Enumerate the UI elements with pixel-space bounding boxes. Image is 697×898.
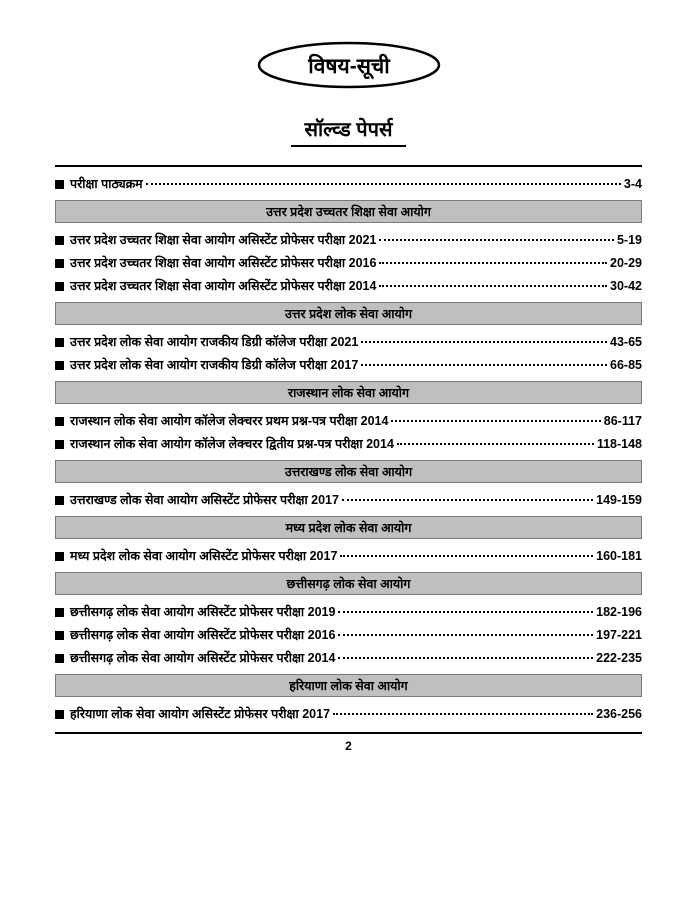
- section-header: मध्य प्रदेश लोक सेवा आयोग: [55, 516, 642, 539]
- toc-entry: राजस्थान लोक सेवा आयोग कॉलेज लेक्चरर प्र…: [55, 412, 642, 429]
- page-range: 182-196: [596, 605, 642, 619]
- toc-entry: परीक्षा पाठ्यक्रम 3-4: [55, 175, 642, 192]
- entry-title: छत्तीसगढ़ लोक सेवा आयोग असिस्टेंट प्रोफे…: [70, 626, 335, 643]
- page-range: 86-117: [604, 414, 642, 428]
- page-range: 20-29: [610, 256, 642, 270]
- entry-title: छत्तीसगढ़ लोक सेवा आयोग असिस्टेंट प्रोफे…: [70, 649, 335, 666]
- square-bullet-icon: [55, 608, 64, 617]
- leader-dots: [333, 713, 593, 715]
- toc-entry: छत्तीसगढ़ लोक सेवा आयोग असिस्टेंट प्रोफे…: [55, 603, 642, 620]
- toc-entry: उत्तर प्रदेश उच्चतर शिक्षा सेवा आयोग असि…: [55, 254, 642, 271]
- square-bullet-icon: [55, 282, 64, 291]
- toc-entry: छत्तीसगढ़ लोक सेवा आयोग असिस्टेंट प्रोफे…: [55, 649, 642, 666]
- page-footer: 2: [55, 732, 642, 753]
- toc-entry: छत्तीसगढ़ लोक सेवा आयोग असिस्टेंट प्रोफे…: [55, 626, 642, 643]
- entry-title: राजस्थान लोक सेवा आयोग कॉलेज लेक्चरर प्र…: [70, 412, 388, 429]
- square-bullet-icon: [55, 496, 64, 505]
- entry-title: उत्तर प्रदेश लोक सेवा आयोग राजकीय डिग्री…: [70, 356, 358, 373]
- page-range: 30-42: [610, 279, 642, 293]
- toc-page: विषय-सूची सॉल्व्ड पेपर्स परीक्षा पाठ्यक्…: [0, 0, 697, 773]
- toc-entry: उत्तर प्रदेश उच्चतर शिक्षा सेवा आयोग असि…: [55, 277, 642, 294]
- square-bullet-icon: [55, 654, 64, 663]
- section-header: उत्तर प्रदेश उच्चतर शिक्षा सेवा आयोग: [55, 200, 642, 223]
- toc-entry: उत्तर प्रदेश लोक सेवा आयोग राजकीय डिग्री…: [55, 356, 642, 373]
- toc-entry: उत्तर प्रदेश लोक सेवा आयोग राजकीय डिग्री…: [55, 333, 642, 350]
- square-bullet-icon: [55, 259, 64, 268]
- leader-dots: [379, 285, 607, 287]
- leader-dots: [361, 364, 607, 366]
- square-bullet-icon: [55, 338, 64, 347]
- square-bullet-icon: [55, 440, 64, 449]
- square-bullet-icon: [55, 552, 64, 561]
- page-range: 236-256: [596, 707, 642, 721]
- title-text: विषय-सूची: [307, 53, 391, 80]
- page-range: 118-148: [597, 437, 642, 451]
- toc-entry: हरियाणा लोक सेवा आयोग असिस्टेंट प्रोफेसर…: [55, 705, 642, 722]
- top-rule: [55, 165, 642, 167]
- section-header: छत्तीसगढ़ लोक सेवा आयोग: [55, 572, 642, 595]
- entry-title: परीक्षा पाठ्यक्रम: [70, 175, 143, 192]
- entry-title: हरियाणा लोक सेवा आयोग असिस्टेंट प्रोफेसर…: [70, 705, 330, 722]
- square-bullet-icon: [55, 180, 64, 189]
- entry-title: उत्तर प्रदेश लोक सेवा आयोग राजकीय डिग्री…: [70, 333, 358, 350]
- section-header: उत्तराखण्ड लोक सेवा आयोग: [55, 460, 642, 483]
- entry-title: छत्तीसगढ़ लोक सेवा आयोग असिस्टेंट प्रोफे…: [70, 603, 335, 620]
- leader-dots: [338, 657, 593, 659]
- leader-dots: [146, 183, 621, 185]
- toc-entry: राजस्थान लोक सेवा आयोग कॉलेज लेक्चरर द्व…: [55, 435, 642, 452]
- subtitle-underline: [291, 145, 406, 147]
- page-range: 222-235: [596, 651, 642, 665]
- leader-dots: [379, 262, 607, 264]
- square-bullet-icon: [55, 631, 64, 640]
- page-range: 43-65: [610, 335, 642, 349]
- page-range: 66-85: [610, 358, 642, 372]
- leader-dots: [342, 499, 593, 501]
- toc-body: परीक्षा पाठ्यक्रम 3-4 उत्तर प्रदेश उच्चतर …: [55, 175, 642, 722]
- leader-dots: [397, 443, 594, 445]
- toc-entry: मध्य प्रदेश लोक सेवा आयोग असिस्टेंट प्रो…: [55, 547, 642, 564]
- entry-title: उत्तराखण्ड लोक सेवा आयोग असिस्टेंट प्रोफ…: [70, 491, 339, 508]
- entry-title: उत्तर प्रदेश उच्चतर शिक्षा सेवा आयोग असि…: [70, 277, 376, 294]
- title-oval: विषय-सूची: [254, 40, 444, 90]
- square-bullet-icon: [55, 236, 64, 245]
- page-range: 3-4: [624, 177, 642, 191]
- section-header: राजस्थान लोक सेवा आयोग: [55, 381, 642, 404]
- entry-title: राजस्थान लोक सेवा आयोग कॉलेज लेक्चरर द्व…: [70, 435, 394, 452]
- page-range: 197-221: [596, 628, 642, 642]
- page-range: 149-159: [596, 493, 642, 507]
- leader-dots: [338, 634, 593, 636]
- toc-entry: उत्तर प्रदेश उच्चतर शिक्षा सेवा आयोग असि…: [55, 231, 642, 248]
- subtitle: सॉल्व्ड पेपर्स: [55, 115, 642, 142]
- entry-title: उत्तर प्रदेश उच्चतर शिक्षा सेवा आयोग असि…: [70, 231, 376, 248]
- section-header: उत्तर प्रदेश लोक सेवा आयोग: [55, 302, 642, 325]
- leader-dots: [340, 555, 593, 557]
- entry-title: मध्य प्रदेश लोक सेवा आयोग असिस्टेंट प्रो…: [70, 547, 337, 564]
- leader-dots: [361, 341, 607, 343]
- section-header: हरियाणा लोक सेवा आयोग: [55, 674, 642, 697]
- page-number: 2: [345, 739, 352, 753]
- square-bullet-icon: [55, 710, 64, 719]
- page-range: 160-181: [596, 549, 642, 563]
- entry-title: उत्तर प्रदेश उच्चतर शिक्षा सेवा आयोग असि…: [70, 254, 376, 271]
- toc-entry: उत्तराखण्ड लोक सेवा आयोग असिस्टेंट प्रोफ…: [55, 491, 642, 508]
- leader-dots: [391, 420, 600, 422]
- leader-dots: [338, 611, 593, 613]
- square-bullet-icon: [55, 417, 64, 426]
- page-range: 5-19: [617, 233, 642, 247]
- square-bullet-icon: [55, 361, 64, 370]
- leader-dots: [379, 239, 614, 241]
